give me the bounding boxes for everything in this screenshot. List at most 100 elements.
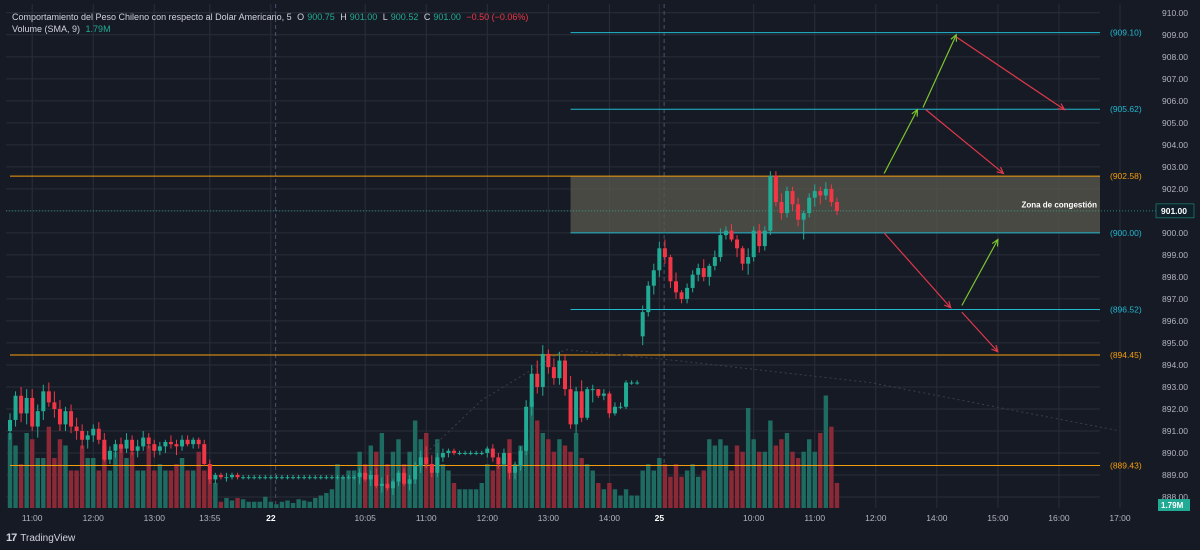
candle-body[interactable]: [485, 448, 490, 453]
candle-body[interactable]: [768, 175, 773, 231]
candle-body[interactable]: [230, 474, 234, 478]
candle-body[interactable]: [324, 477, 329, 479]
candle-body[interactable]: [452, 450, 456, 453]
candle-body[interactable]: [762, 230, 767, 247]
candle-body[interactable]: [174, 444, 179, 447]
candle-body[interactable]: [407, 479, 412, 484]
candle-body[interactable]: [646, 285, 651, 313]
candle-body[interactable]: [213, 474, 218, 480]
candle-body[interactable]: [629, 382, 634, 384]
candle-body[interactable]: [102, 439, 107, 460]
candle-body[interactable]: [196, 439, 201, 445]
brand-name[interactable]: TradingView: [20, 532, 76, 544]
tradingview-logo-icon[interactable]: 17: [6, 532, 17, 544]
candle-body[interactable]: [107, 450, 112, 460]
candle-body[interactable]: [180, 439, 185, 447]
candle-body[interactable]: [624, 382, 629, 407]
candle-body[interactable]: [668, 257, 673, 282]
candle-body[interactable]: [607, 393, 612, 414]
candle-body[interactable]: [679, 292, 684, 299]
candle-body[interactable]: [596, 389, 601, 396]
candle-body[interactable]: [329, 477, 334, 479]
candle-body[interactable]: [746, 257, 751, 264]
candle-body[interactable]: [418, 457, 423, 467]
candle-body[interactable]: [535, 373, 540, 387]
candle-body[interactable]: [224, 477, 229, 479]
candle-body[interactable]: [590, 389, 595, 391]
candle-body[interactable]: [413, 466, 418, 480]
candle-body[interactable]: [729, 230, 734, 240]
candle-body[interactable]: [757, 230, 762, 247]
candle-body[interactable]: [146, 437, 151, 445]
candle-body[interactable]: [424, 457, 429, 464]
candle-body[interactable]: [30, 397, 35, 427]
candle-body[interactable]: [557, 360, 562, 379]
candle-body[interactable]: [785, 191, 789, 214]
candle-body[interactable]: [63, 411, 68, 425]
trend-arrow-line[interactable]: [925, 109, 1004, 174]
candle-body[interactable]: [252, 477, 257, 479]
candle-body[interactable]: [235, 474, 240, 478]
candle-body[interactable]: [141, 437, 146, 447]
volume-indicator-label[interactable]: Volume (SMA, 9): [12, 24, 81, 34]
candle-body[interactable]: [368, 474, 373, 480]
candle-body[interactable]: [163, 441, 168, 447]
candle-body[interactable]: [35, 411, 40, 427]
candle-body[interactable]: [468, 452, 473, 454]
candle-body[interactable]: [585, 389, 590, 418]
candle-body[interactable]: [618, 406, 623, 408]
candle-body[interactable]: [96, 428, 101, 440]
candle-body[interactable]: [57, 408, 62, 425]
candle-body[interactable]: [818, 191, 823, 196]
candle-body[interactable]: [796, 204, 801, 220]
candle-body[interactable]: [707, 265, 712, 277]
candle-body[interactable]: [490, 448, 495, 458]
candle-body[interactable]: [135, 446, 140, 451]
candle-body[interactable]: [357, 472, 362, 478]
trend-arrow-line[interactable]: [955, 36, 1065, 111]
candle-body[interactable]: [735, 239, 740, 249]
candle-body[interactable]: [396, 472, 401, 482]
candle-body[interactable]: [740, 248, 745, 264]
candle-body[interactable]: [152, 444, 157, 451]
candle-body[interactable]: [823, 188, 828, 196]
candle-body[interactable]: [74, 426, 79, 431]
candle-body[interactable]: [474, 452, 479, 454]
candle-body[interactable]: [518, 450, 523, 467]
candle-body[interactable]: [712, 257, 717, 266]
candle-body[interactable]: [696, 268, 701, 275]
candle-body[interactable]: [191, 439, 196, 445]
candle-body[interactable]: [13, 395, 18, 420]
candle-body[interactable]: [723, 230, 728, 236]
trend-arrow-line[interactable]: [961, 311, 999, 353]
candle-body[interactable]: [801, 213, 806, 220]
candle-body[interactable]: [313, 477, 318, 479]
trend-arrow-line[interactable]: [883, 109, 918, 174]
candle-body[interactable]: [335, 477, 340, 479]
candle-body[interactable]: [540, 353, 545, 387]
candle-body[interactable]: [429, 463, 434, 473]
candle-body[interactable]: [546, 353, 551, 368]
symbol-title[interactable]: Comportamiento del Peso Chileno con resp…: [12, 12, 292, 22]
candle-body[interactable]: [496, 457, 501, 464]
candle-body[interactable]: [779, 202, 784, 214]
candle-body[interactable]: [701, 268, 706, 277]
candle-body[interactable]: [685, 287, 690, 299]
candle-body[interactable]: [690, 274, 695, 288]
candle-body[interactable]: [612, 406, 617, 414]
candle-body[interactable]: [507, 452, 512, 473]
candle-body[interactable]: [524, 406, 529, 451]
candle-body[interactable]: [718, 235, 723, 258]
candle-body[interactable]: [257, 477, 262, 479]
candle-body[interactable]: [657, 248, 662, 271]
candle-body[interactable]: [574, 391, 579, 425]
candle-body[interactable]: [207, 463, 212, 480]
candle-body[interactable]: [435, 457, 440, 473]
candle-body[interactable]: [296, 477, 301, 479]
candle-body[interactable]: [379, 483, 384, 486]
candle-body[interactable]: [579, 391, 584, 418]
candle-body[interactable]: [479, 452, 484, 454]
candle-body[interactable]: [385, 483, 390, 489]
candle-body[interactable]: [291, 477, 296, 479]
candle-body[interactable]: [24, 397, 29, 414]
